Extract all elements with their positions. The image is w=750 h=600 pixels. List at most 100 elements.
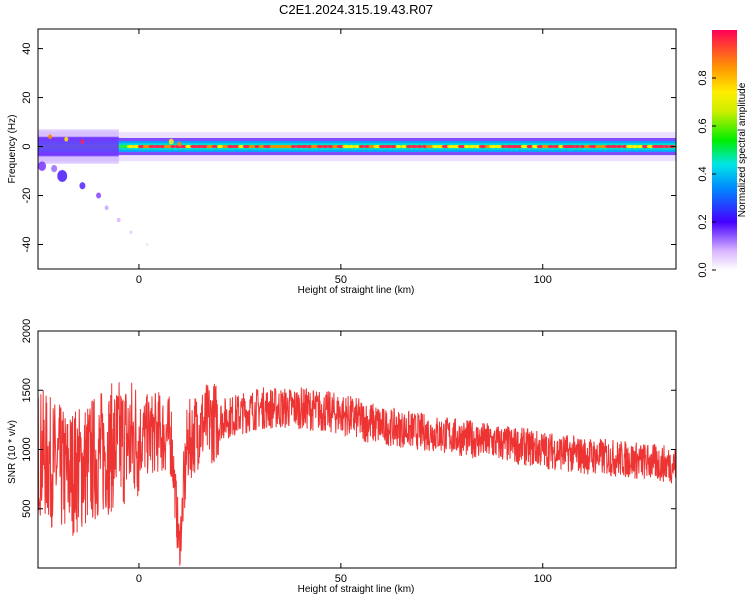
spectrum-peak	[595, 144, 601, 149]
spectrum-blob	[168, 138, 174, 145]
top-y-tick-label: 40	[21, 42, 33, 54]
spectrum-peak	[248, 144, 255, 149]
top-plot-frame	[37, 28, 677, 270]
spectrum-peak	[259, 144, 266, 149]
spectrum-peak	[663, 144, 669, 149]
spectrum-peak	[332, 144, 339, 149]
spectrum-peak	[626, 144, 634, 149]
spectrum-peak	[390, 144, 397, 149]
top-x-tick-label: 100	[534, 274, 552, 286]
spectrum-peak	[153, 144, 161, 149]
spectrum-peak	[579, 144, 585, 149]
spectrum-peak	[401, 144, 407, 149]
spectrum-peak	[494, 144, 503, 149]
spectrum-peak	[170, 144, 176, 149]
spectrum-peak	[231, 144, 241, 149]
top-y-tick-label: -40	[21, 237, 33, 253]
colorbar-tick-label: 0.2	[697, 214, 709, 229]
snr-series-line	[38, 382, 676, 566]
spectrum-blob	[96, 192, 102, 199]
top-y-tick-label: 0	[21, 143, 33, 149]
colorbar-label: Normalized spectral amplitude	[737, 82, 748, 217]
spectrum-early-band	[38, 136, 119, 157]
spectrogram-marks	[38, 129, 676, 247]
spectrum-peak	[305, 144, 313, 149]
spectrum-peak	[200, 144, 209, 149]
spectrum-peak	[574, 144, 580, 149]
spectrum-peak	[637, 144, 643, 149]
spectrum-peak	[206, 144, 213, 149]
bottom-x-tick-label: 50	[335, 573, 347, 585]
spectrum-peak	[605, 144, 613, 149]
spectrum-peak	[657, 144, 665, 149]
colorbar-ticks: 0.0 0.2 0.4 0.6 0.8	[697, 70, 716, 278]
spectrum-blob	[145, 242, 149, 247]
spectrum-blob	[38, 161, 47, 171]
spectrum-peak	[478, 144, 487, 149]
spectrum-peak	[263, 144, 272, 149]
spectrum-peak	[485, 144, 491, 149]
bottom-y-tick-label: 1000	[21, 437, 33, 461]
spectrum-peak	[316, 144, 324, 149]
spectrum-peak	[526, 144, 534, 149]
spectrum-blob	[80, 139, 85, 145]
spectrum-peak	[630, 144, 639, 149]
top-x-tick-label: 50	[335, 274, 347, 286]
spectrum-peak	[364, 144, 370, 149]
spectrum-peak	[468, 144, 476, 149]
spectrum-blob	[79, 182, 86, 190]
spectrum-peak	[541, 144, 550, 149]
top-y-tick-label: -20	[21, 188, 33, 204]
bottom-y-axis-label: SNR (10 * v/v)	[7, 420, 18, 484]
spectrum-peak	[126, 144, 136, 149]
spectrum-peak	[520, 144, 529, 149]
spectrum-blob	[48, 134, 53, 140]
spectrum-peak	[547, 144, 554, 149]
top-y-axis-label: Frequency (Hz)	[7, 115, 18, 184]
top-y-tick-label: 20	[21, 91, 33, 103]
spectrum-peak	[190, 144, 198, 149]
spectrum-peak	[531, 144, 539, 149]
spectrum-peak	[610, 144, 618, 149]
spectrum-peak	[425, 144, 435, 149]
spectrum-blob	[177, 141, 182, 147]
colorbar-gradient	[712, 30, 737, 270]
spectrum-peak	[163, 144, 172, 149]
spectrum-peak	[290, 144, 297, 149]
spectrum-peak	[588, 144, 598, 149]
spectrum-peak	[567, 144, 576, 149]
spectrum-blob	[57, 169, 68, 182]
colorbar-tick-label: 0.4	[697, 166, 709, 181]
spectrum-peak	[501, 144, 507, 149]
spectrum-peak	[536, 144, 544, 149]
spectrum-peak	[406, 144, 412, 149]
spectrum-peak	[383, 144, 393, 149]
colorbar: 0.0 0.2 0.4 0.6 0.8 Normalized spectral ampl…	[697, 30, 748, 278]
bottom-y-tick-label: 500	[21, 500, 33, 518]
colorbar-tick-label: 0.6	[697, 118, 709, 133]
top-x-tick-label: 0	[136, 274, 142, 286]
bottom-x-tick-label: 100	[534, 573, 552, 585]
spectrum-peak	[615, 144, 623, 149]
spectrum-peak	[300, 144, 308, 149]
spectrum-peak	[395, 144, 402, 149]
spectrum-blob	[104, 205, 109, 211]
spectrum-peak	[348, 144, 355, 149]
bottom-y-tick-label: 1500	[21, 378, 33, 402]
spectrum-peak	[516, 144, 523, 149]
spectrum-peak	[274, 144, 281, 149]
spectrum-peak	[416, 144, 423, 149]
spectrum-peak	[269, 144, 276, 149]
snr-panel: 0 50 100 500 1000 1500 2000 Height of straight…	[7, 319, 677, 595]
spectrum-peak	[322, 144, 329, 149]
spectrum-peak	[137, 144, 145, 149]
spectrum-peak	[354, 144, 360, 149]
spectrum-peak	[621, 144, 627, 149]
bottom-axes: 0 50 100 500 1000 1500 2000	[21, 319, 676, 585]
spectrum-peak	[642, 144, 649, 149]
bottom-x-tick-label: 0	[136, 573, 142, 585]
spectrum-peak	[327, 144, 334, 149]
spectrum-peak	[279, 144, 287, 149]
spectrum-peak	[410, 144, 418, 149]
colorbar-tick-label: 0.8	[697, 70, 709, 85]
